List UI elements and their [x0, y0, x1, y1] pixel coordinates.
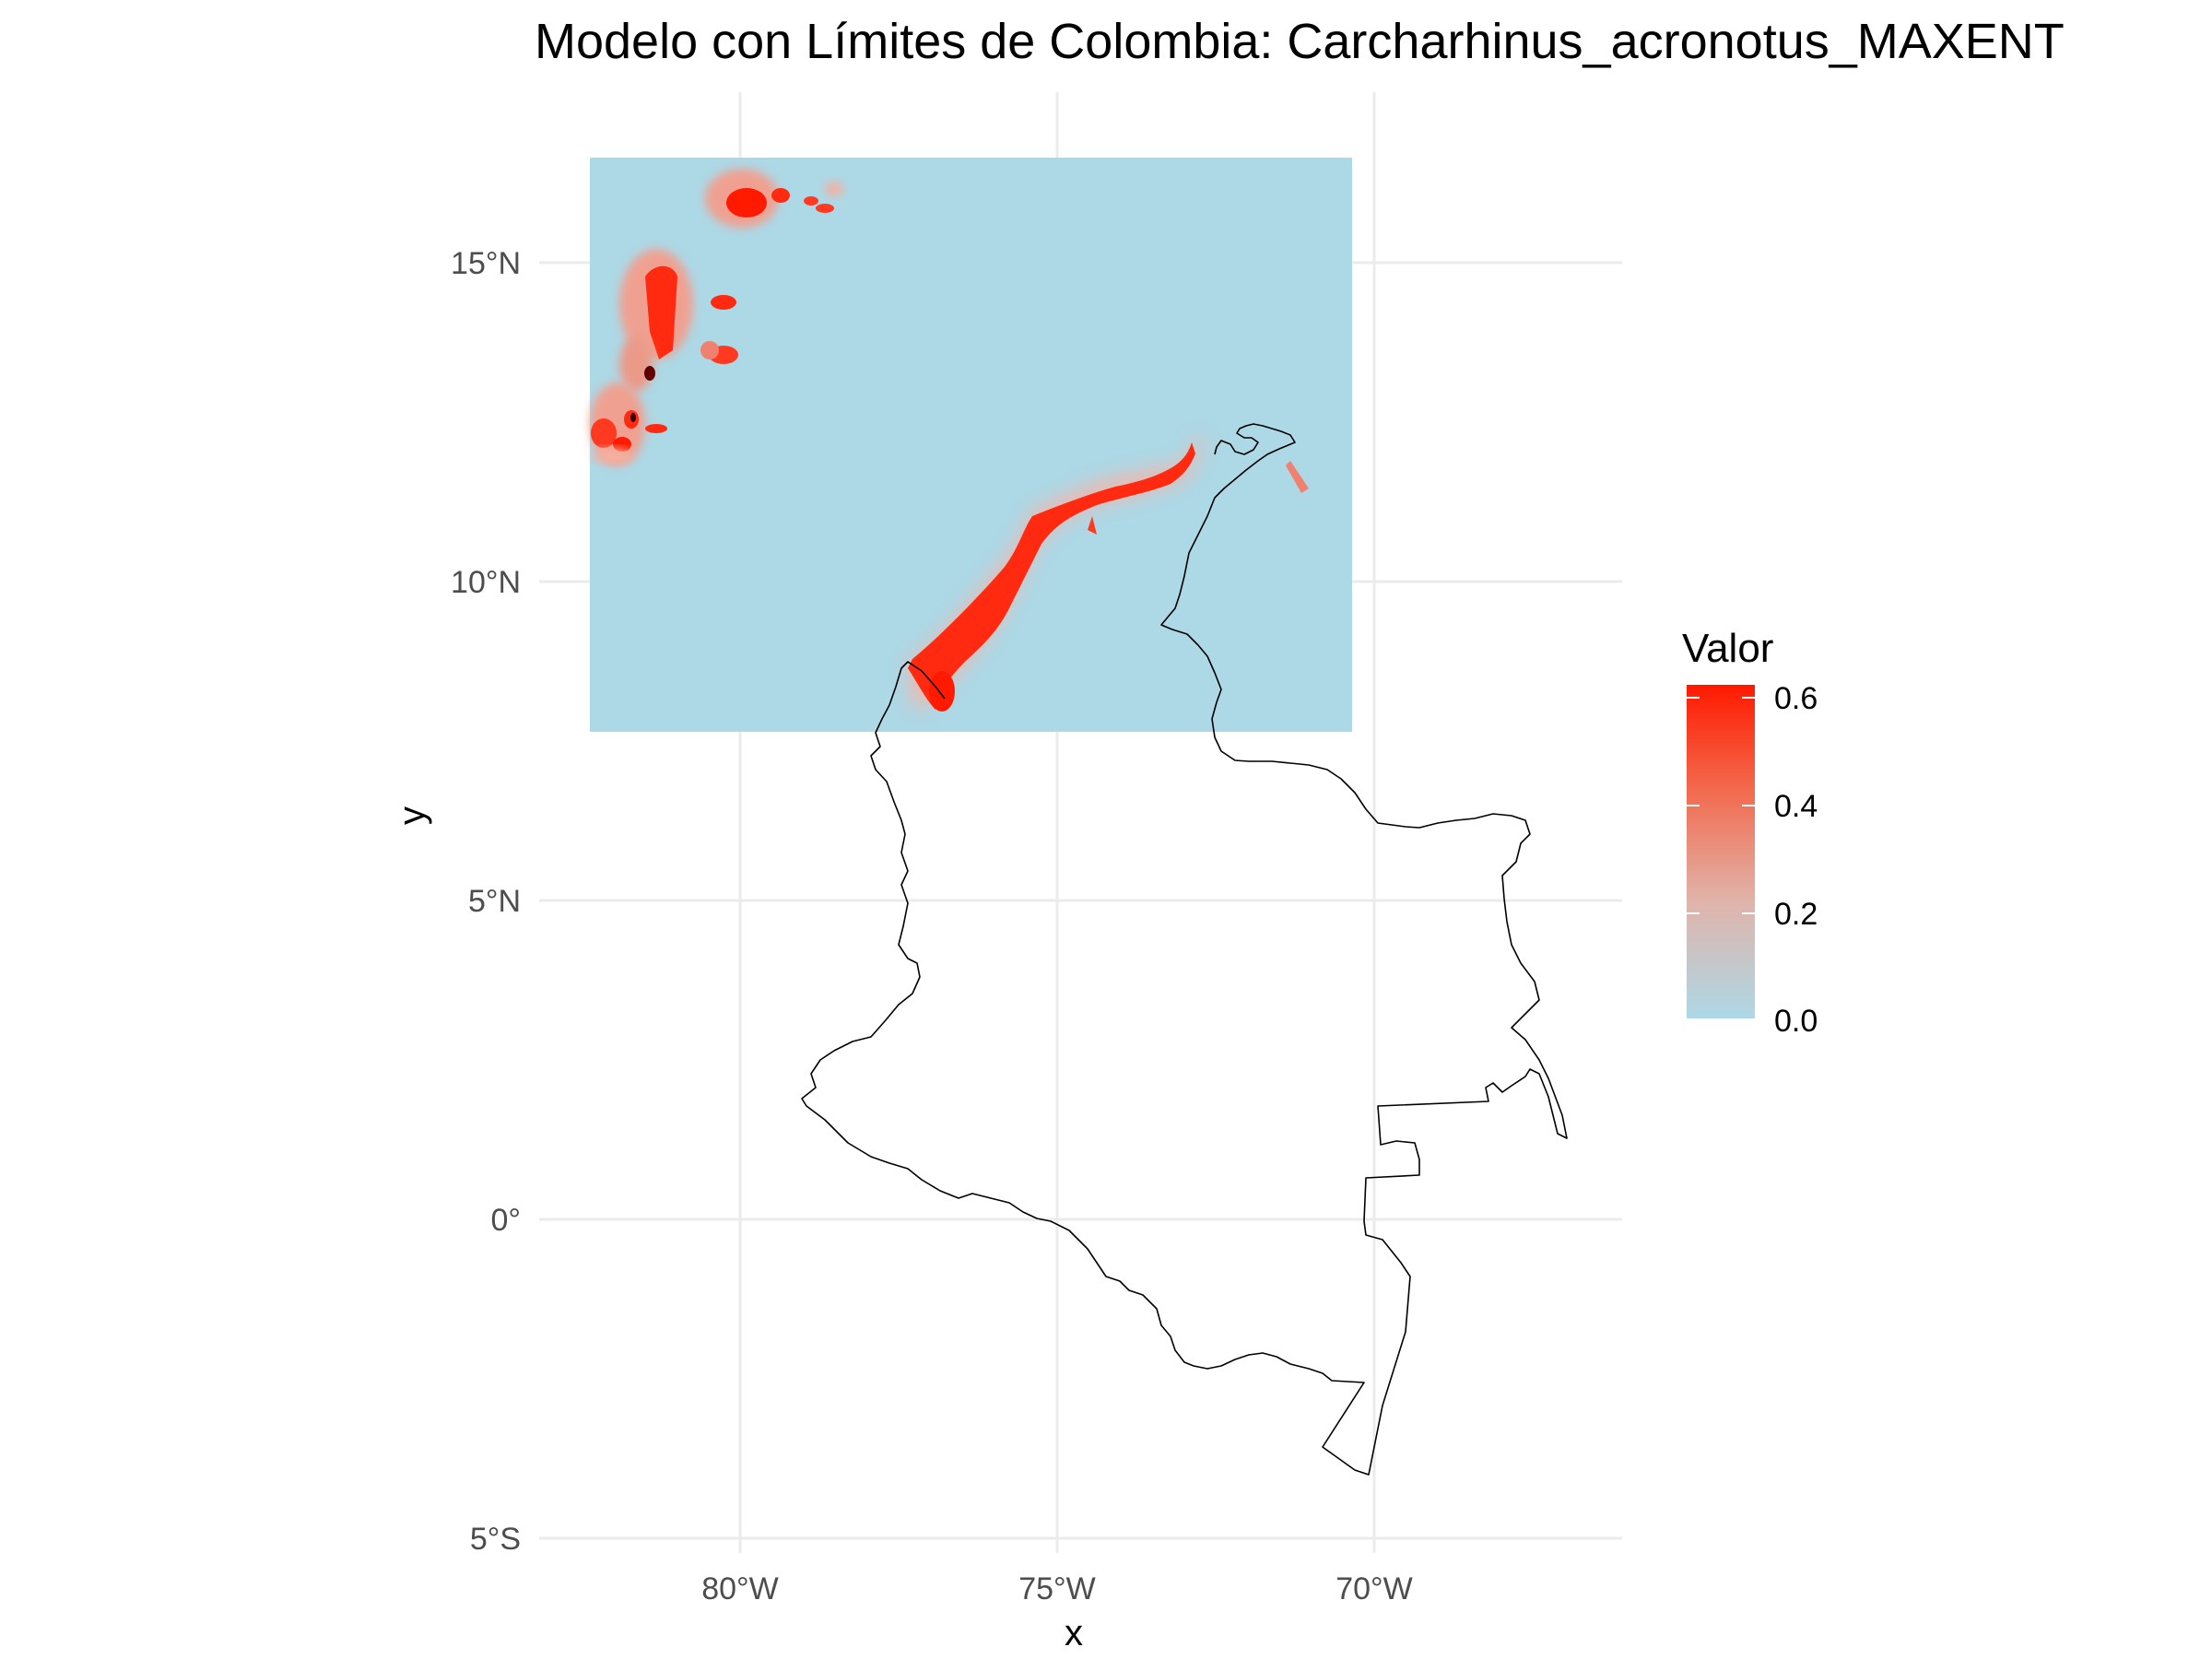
- legend-tick-label: 0.4: [1774, 789, 1818, 824]
- chart-title: Modelo con Límites de Colombia: Carcharh…: [535, 14, 2065, 69]
- y-axis-title: y: [392, 806, 432, 825]
- offshore-suitability-west: [619, 249, 738, 392]
- x-tick-label: 70°W: [1335, 1571, 1413, 1606]
- offshore-suitability-southwest: [590, 382, 667, 465]
- offshore-suitability-north: [705, 169, 843, 228]
- legend-ticks: 0.6 0.4 0.2 0.0: [1687, 681, 1818, 1039]
- legend-colorbar: [1687, 685, 1755, 1018]
- legend-tick-label: 0.6: [1774, 681, 1818, 716]
- legend: Valor 0.6 0.4 0.2 0.0: [1682, 626, 1818, 1039]
- x-tick-label: 80°W: [701, 1571, 779, 1606]
- x-axis-title: x: [1065, 1613, 1083, 1653]
- y-tick-label: 15°N: [451, 246, 521, 281]
- colombia-boundary: [801, 423, 1568, 1476]
- y-tick-label: 10°N: [451, 565, 521, 600]
- legend-tick-label: 0.0: [1774, 1004, 1818, 1039]
- legend-title: Valor: [1682, 626, 1773, 671]
- y-tick-label: 5°S: [470, 1522, 521, 1557]
- y-axis-ticks: 15°N 10°N 5°N 0° 5°S: [451, 246, 521, 1557]
- x-tick-label: 75°W: [1018, 1571, 1096, 1606]
- y-tick-label: 5°N: [468, 884, 521, 919]
- suitability-raster: [590, 158, 1352, 732]
- y-tick-label: 0°: [490, 1203, 521, 1238]
- legend-tick-label: 0.2: [1774, 897, 1818, 932]
- x-axis-ticks: 80°W 75°W 70°W: [701, 1571, 1413, 1606]
- coastal-suitability: [908, 433, 1309, 712]
